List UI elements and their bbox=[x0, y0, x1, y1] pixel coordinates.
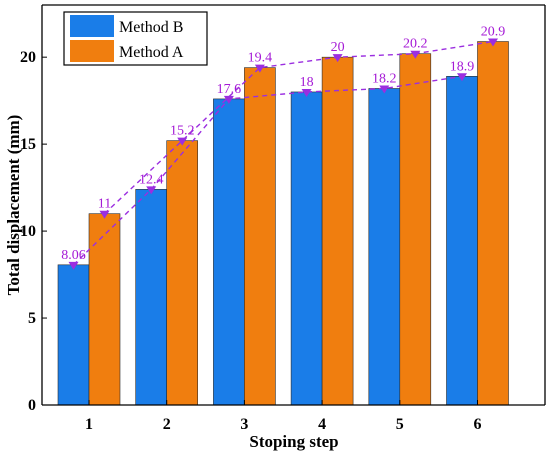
bar-method-b-1 bbox=[57, 264, 90, 406]
data-labels-layer: 8.06 12.4 17.6 18 18.2 18.9 11 15.2 19.4 20 20.2 20… bbox=[61, 25, 505, 263]
point-method-b-5 bbox=[379, 85, 390, 94]
data-label-method-b-4: 18 bbox=[300, 75, 314, 90]
y-tick-label-15: 15 bbox=[20, 136, 36, 153]
point-method-b-4 bbox=[301, 88, 312, 97]
data-label-method-a-4: 20 bbox=[331, 40, 345, 55]
point-method-b-1 bbox=[68, 261, 79, 270]
bar-method-b-6 bbox=[446, 76, 478, 406]
y-tick-label-10: 10 bbox=[20, 223, 36, 240]
bar-method-b-5 bbox=[368, 88, 401, 406]
bars-layer bbox=[57, 41, 509, 406]
bar-method-b-2 bbox=[135, 189, 167, 406]
legend-label-method-b: Method B bbox=[119, 19, 183, 36]
data-label-method-a-1: 11 bbox=[98, 197, 111, 212]
bar-method-b-3 bbox=[213, 98, 245, 406]
point-method-b-6 bbox=[457, 73, 467, 82]
legend-swatch-method-a bbox=[70, 40, 114, 62]
x-tick-label-1: 1 bbox=[85, 416, 93, 433]
point-method-a-1 bbox=[99, 210, 110, 219]
trend-line-method-a bbox=[104, 40, 494, 215]
point-method-a-6 bbox=[488, 38, 498, 47]
bar-method-a-2 bbox=[166, 140, 198, 406]
trend-line-method-b bbox=[73, 75, 463, 266]
trend-lines-layer bbox=[68, 38, 498, 270]
data-label-method-a-5: 20.2 bbox=[403, 37, 428, 52]
axes-layer: 0 5 10 15 20 1 2 3 4 5 6 bbox=[20, 4, 546, 433]
x-tick-label-3: 3 bbox=[240, 416, 248, 433]
x-tick-label-4: 4 bbox=[318, 416, 326, 433]
point-method-a-5 bbox=[410, 50, 421, 59]
x-tick-label-5: 5 bbox=[396, 416, 404, 433]
bar-method-a-1 bbox=[88, 213, 121, 406]
legend-label-method-a: Method A bbox=[119, 44, 184, 61]
data-label-method-a-3: 19.4 bbox=[248, 51, 273, 66]
point-method-a-4 bbox=[332, 54, 343, 63]
x-tick-label-2: 2 bbox=[163, 416, 171, 433]
bar-method-b-4 bbox=[290, 91, 323, 406]
y-tick-label-0: 0 bbox=[28, 397, 36, 414]
data-label-method-a-6: 20.9 bbox=[481, 25, 506, 40]
data-label-method-b-2: 12.4 bbox=[139, 172, 164, 187]
y-tick-label-5: 5 bbox=[28, 310, 36, 327]
y-tick-label-20: 20 bbox=[20, 49, 36, 66]
bar-method-a-6 bbox=[477, 41, 509, 406]
point-method-a-2 bbox=[177, 137, 188, 146]
data-label-method-b-6: 18.9 bbox=[450, 59, 475, 74]
point-method-b-2 bbox=[146, 186, 157, 195]
point-method-b-3 bbox=[223, 95, 234, 104]
bar-method-a-4 bbox=[321, 56, 354, 406]
x-tick-label-6: 6 bbox=[474, 416, 482, 433]
data-label-method-b-3: 17.6 bbox=[217, 82, 242, 97]
data-label-method-a-2: 15.2 bbox=[170, 124, 195, 139]
data-label-method-b-1: 8.06 bbox=[61, 248, 86, 263]
x-axis-title: Stoping step bbox=[249, 432, 338, 451]
bar-method-a-5 bbox=[399, 53, 432, 406]
y-axis-title: Total displacement (mm) bbox=[4, 115, 23, 296]
data-label-method-b-5: 18.2 bbox=[372, 71, 397, 86]
legend-swatch-method-b bbox=[70, 15, 114, 37]
point-method-a-3 bbox=[254, 64, 265, 73]
legend: Method B Method A bbox=[63, 11, 208, 66]
bar-method-a-3 bbox=[244, 67, 276, 406]
